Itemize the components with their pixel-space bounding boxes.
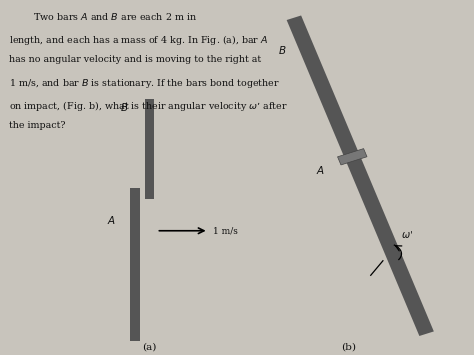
- Text: Two bars $A$ and $B$ are each 2 m in: Two bars $A$ and $B$ are each 2 m in: [9, 11, 198, 22]
- Bar: [145, 99, 154, 199]
- Text: 1 m/s, and bar $B$ is stationary. If the bars bond together: 1 m/s, and bar $B$ is stationary. If the…: [9, 77, 280, 90]
- Text: $B$: $B$: [278, 44, 287, 56]
- Text: has no angular velocity and is moving to the right at: has no angular velocity and is moving to…: [9, 55, 262, 64]
- Text: $A$: $A$: [316, 164, 325, 176]
- Text: $\omega$': $\omega$': [401, 229, 412, 240]
- Polygon shape: [337, 149, 367, 165]
- Polygon shape: [287, 16, 434, 336]
- Bar: [130, 188, 140, 341]
- Text: $A$: $A$: [107, 214, 116, 226]
- Text: (a): (a): [142, 343, 156, 351]
- Text: 1 m/s: 1 m/s: [213, 226, 238, 235]
- Text: length, and each has a mass of 4 kg. In Fig. (a), bar $A$: length, and each has a mass of 4 kg. In …: [9, 33, 269, 47]
- Text: the impact?: the impact?: [9, 121, 66, 130]
- Text: (b): (b): [341, 343, 356, 351]
- Text: $B$: $B$: [120, 100, 129, 113]
- Text: on impact, (Fig. b), what is their angular velocity $\omega$’ after: on impact, (Fig. b), what is their angul…: [9, 99, 288, 113]
